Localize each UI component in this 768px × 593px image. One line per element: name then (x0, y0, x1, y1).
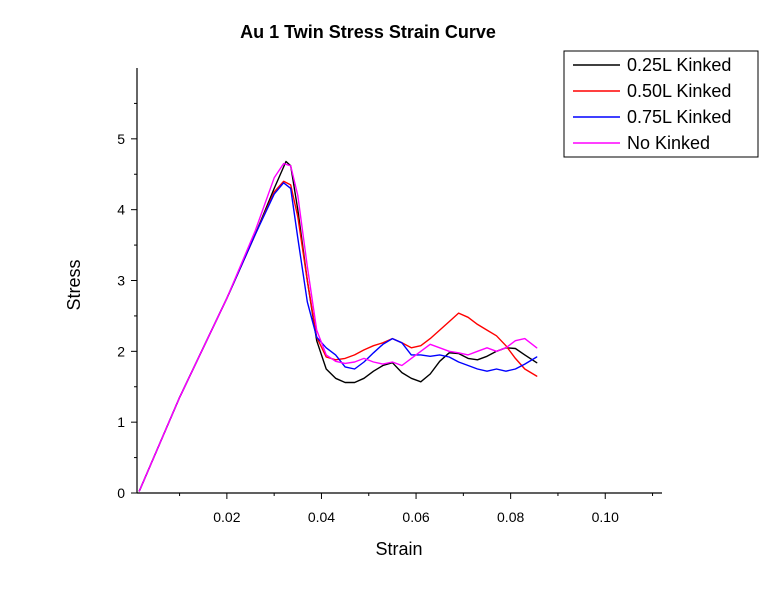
y-tick-label: 1 (117, 414, 125, 430)
y-tick-label: 5 (117, 131, 125, 147)
y-tick-label: 3 (117, 273, 125, 289)
legend-label: 0.75L Kinked (627, 107, 731, 127)
y-tick-label: 0 (117, 485, 125, 501)
series-line-4 (138, 162, 538, 492)
legend-label: 0.25L Kinked (627, 55, 731, 75)
legend-label: No Kinked (627, 133, 710, 153)
x-tick-label: 0.04 (308, 509, 335, 525)
chart-title: Au 1 Twin Stress Strain Curve (240, 22, 496, 42)
legend-box (563, 50, 759, 158)
x-ticks: 0.02 0.04 0.06 0.08 0.10 (179, 493, 654, 525)
series-line-2 (138, 180, 538, 492)
y-axis-label: Stress (64, 259, 84, 310)
y-ticks: 0 1 2 3 4 5 (117, 102, 137, 501)
x-tick-label: 0.10 (592, 509, 619, 525)
legend-entries: 0.25L Kinked 0.50L Kinked 0.75L Kinked No K… (573, 55, 731, 153)
series-line-1 (138, 160, 538, 492)
x-axis-label: Strain (375, 539, 422, 559)
y-tick-label: 4 (117, 202, 125, 218)
x-tick-label: 0.08 (497, 509, 524, 525)
legend-label: 0.50L Kinked (627, 81, 731, 101)
x-tick-label: 0.02 (213, 509, 240, 525)
x-tick-label: 0.06 (402, 509, 429, 525)
series-lines (138, 160, 538, 492)
plot-area: 0.02 0.04 0.06 0.08 0.10 0 1 2 3 4 5 (117, 68, 662, 525)
legend: 0.25L Kinked 0.50L Kinked 0.75L Kinked No K… (563, 50, 759, 158)
series-line-3 (138, 182, 538, 492)
y-tick-label: 2 (117, 343, 125, 359)
